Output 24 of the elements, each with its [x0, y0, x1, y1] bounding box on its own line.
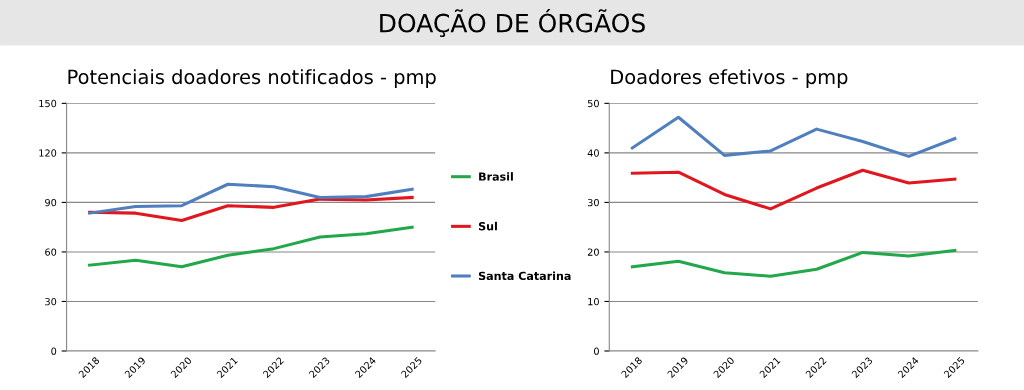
y-tick-label: 30 [45, 297, 57, 306]
text: DOAÇÃO DE ÓRGÃOS [380, 9, 645, 37]
legend-label: Santa Catarina [478, 271, 571, 281]
y-tick-label: 150 [39, 99, 57, 108]
legend-label: Brasil [479, 172, 513, 181]
line-series [88, 182, 414, 215]
y-tick-label: 40 [587, 149, 599, 157]
line-series [630, 248, 957, 278]
line-series [88, 225, 414, 269]
y-tick-label: 0 [594, 347, 599, 355]
y-tick-label: 30 [587, 198, 599, 207]
y-tick-label: 60 [45, 248, 57, 256]
y-tick-label: 0 [51, 347, 57, 355]
y-tick-label: 120 [39, 149, 57, 157]
y-tick-label: 20 [587, 248, 599, 256]
y-tick-label: 10 [588, 297, 599, 306]
line-series [630, 115, 957, 158]
legend-label: Sul [478, 221, 497, 231]
y-tick-label: 50 [587, 99, 599, 108]
line-series [88, 195, 414, 223]
chart-title: Potenciais doadores notificados - pmp [68, 69, 436, 88]
chart-title: Doadores efetivos - pmp [611, 69, 848, 88]
line-series [630, 168, 957, 211]
y-tick-label: 90 [45, 198, 57, 207]
